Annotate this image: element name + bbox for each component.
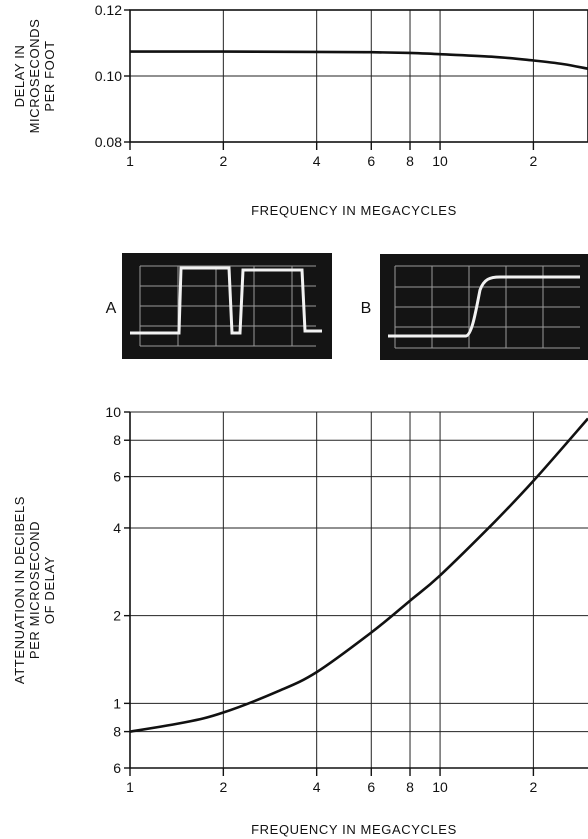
bot-y-tick-label: 2: [113, 608, 121, 624]
top-series-line: [129, 50, 588, 70]
bot-y-tick-label: 1: [113, 695, 121, 711]
top-x-tick-label: 6: [367, 153, 375, 169]
bot-y-tick-label: 10: [105, 404, 121, 420]
delay-chart-y-title-line-2: MICROSECONDS: [27, 19, 42, 134]
bot-x-tick-label: 10: [432, 779, 448, 795]
bot-x-tick-label: 1: [126, 779, 134, 795]
top-x-tick-label: 4: [313, 153, 321, 169]
delay-chart-x-axis-title: FREQUENCY IN MEGACYCLES: [251, 203, 457, 218]
attenuation-chart-x-axis-title: FREQUENCY IN MEGACYCLES: [251, 822, 457, 837]
delay-chart-grid: [130, 10, 588, 142]
attenuation-chart-y-ticks: 6 8 1 2 4 6 8 10: [105, 404, 130, 776]
top-x-tick-label: 1: [126, 153, 134, 169]
top-y-tick-label: 0.10: [95, 68, 122, 84]
top-y-tick-label: 0.12: [95, 2, 122, 18]
delay-chart: 1 2 4 6 8 10 2 0.08 0.10 0.12 FREQUENCY IN MEGAC…: [12, 2, 588, 218]
attenuation-chart-y-title-line-1: ATTENUATION IN DECIBELS: [12, 496, 27, 684]
delay-chart-y-ticks: 0.08 0.10 0.12: [95, 2, 130, 150]
bot-series-line: [129, 417, 588, 733]
top-y-tick-label: 0.08: [95, 134, 122, 150]
delay-chart-series: [129, 50, 588, 70]
oscilloscope-photos: A B: [106, 253, 588, 360]
attenuation-chart-grid: [130, 411, 588, 768]
bot-x-tick-label: 4: [313, 779, 321, 795]
scope-label-a: A: [106, 300, 117, 317]
top-x-tick-label: 10: [432, 153, 448, 169]
bot-x-tick-label: 2: [530, 779, 538, 795]
attenuation-chart-y-axis-title: ATTENUATION IN DECIBELS PER MICROSECOND …: [12, 496, 57, 684]
top-x-tick-label: 2: [219, 153, 227, 169]
bot-x-tick-label: 6: [367, 779, 375, 795]
delay-chart-y-axis-title: DELAY IN MICROSECONDS PER FOOT: [12, 19, 57, 134]
scope-photo-b: [380, 254, 588, 360]
top-x-tick-label: 8: [406, 153, 414, 169]
delay-chart-y-title-line-1: DELAY IN: [12, 45, 27, 108]
attenuation-chart: 1 2 4 6 8 10 2 6 8 1 2 4 6 8 10 FREQUENCY IN MEGACYCL…: [12, 404, 588, 837]
bot-y-tick-label: 4: [113, 520, 121, 536]
attenuation-chart-series: [129, 417, 588, 733]
delay-chart-x-ticks: 1 2 4 6 8 10 2: [126, 142, 538, 169]
top-x-tick-label: 2: [530, 153, 538, 169]
bot-y-tick-label: 6: [113, 760, 121, 776]
scope-label-b: B: [361, 300, 372, 317]
scope-photo-a: [122, 253, 332, 359]
attenuation-chart-y-title-line-3: OF DELAY: [42, 556, 57, 624]
bot-y-tick-label: 8: [113, 432, 121, 448]
attenuation-chart-x-ticks: 1 2 4 6 8 10 2: [126, 768, 538, 795]
attenuation-chart-y-title-line-2: PER MICROSECOND: [27, 521, 42, 659]
bot-x-tick-label: 8: [406, 779, 414, 795]
bot-x-tick-label: 2: [219, 779, 227, 795]
bot-y-tick-label: 6: [113, 469, 121, 485]
delay-chart-y-title-line-3: PER FOOT: [42, 40, 57, 111]
bot-y-tick-label: 8: [113, 724, 121, 740]
